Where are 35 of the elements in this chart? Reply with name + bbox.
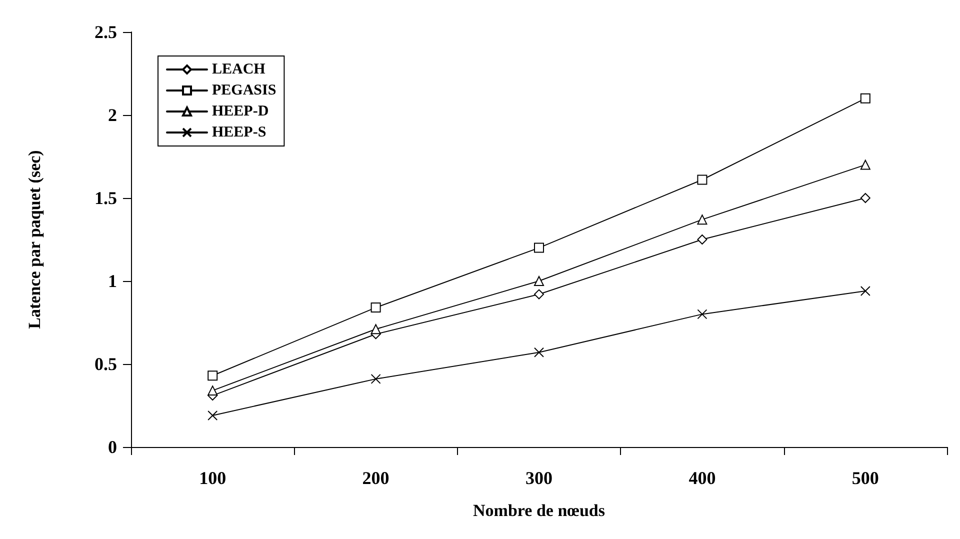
y-tick-label: 0 <box>108 437 117 457</box>
x-tick-label: 100 <box>199 468 226 488</box>
x-axis-title: Nombre de nœuds <box>473 501 606 520</box>
point <box>860 160 870 170</box>
point <box>208 386 218 396</box>
point <box>697 309 708 320</box>
point <box>208 410 218 420</box>
point <box>534 289 544 300</box>
legend-label: HEEP-D <box>212 104 269 120</box>
point <box>860 286 870 296</box>
point <box>370 374 381 384</box>
legend-label: PEGASIS <box>212 82 276 98</box>
legend-label: HEEP-S <box>212 124 266 140</box>
x-tick-label: 200 <box>362 468 390 488</box>
point <box>860 93 870 104</box>
point <box>370 324 381 334</box>
y-tick-label: 2 <box>108 105 117 125</box>
legend-label: LEACH <box>212 62 266 78</box>
point <box>370 302 381 313</box>
point <box>534 242 544 253</box>
point <box>534 347 544 358</box>
point <box>208 370 218 381</box>
y-tick-label: 0.5 <box>94 354 117 374</box>
point <box>860 193 870 203</box>
y-tick-label: 1 <box>108 271 117 291</box>
point <box>697 214 708 225</box>
x-tick-label: 300 <box>526 468 552 488</box>
y-tick-label: 2.5 <box>94 22 117 42</box>
x-tick-label: 400 <box>688 468 716 488</box>
point <box>534 276 544 286</box>
y-axis-title: Latence par paquet (sec) <box>25 150 44 329</box>
x-tick-label: 500 <box>852 468 879 488</box>
point <box>697 234 708 244</box>
y-tick-label: 1.5 <box>94 188 117 208</box>
point <box>697 174 708 185</box>
